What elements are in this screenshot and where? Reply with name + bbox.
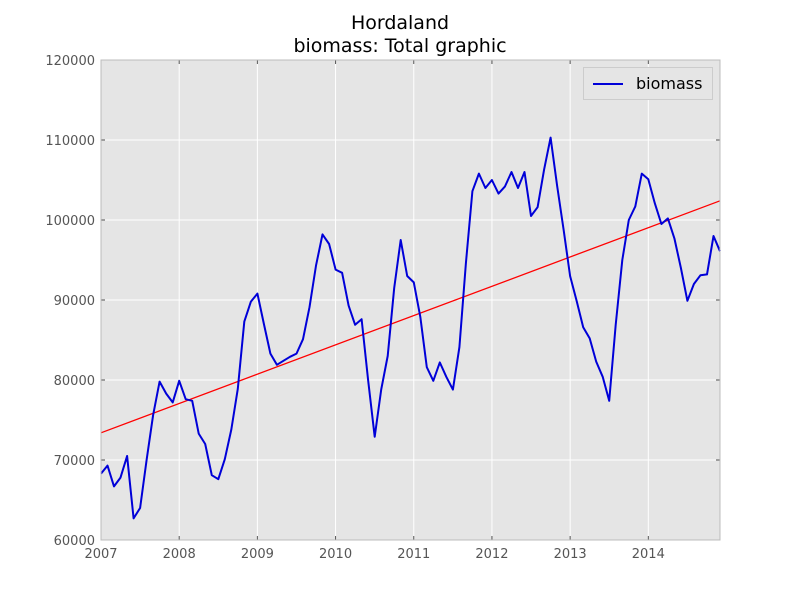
y-tick-label: 90000 [54,294,95,309]
y-tick-label: 120000 [45,54,95,69]
grid-lines [101,60,720,540]
series-layer [100,136,721,520]
y-tick-label: 60000 [54,534,95,549]
chart-title: Hordaland [350,12,450,34]
legend: biomass [583,67,713,100]
y-tick-label: 110000 [45,134,95,149]
x-tick-label: 2010 [319,547,352,562]
x-tick-label: 2008 [163,547,196,562]
y-tick-label: 70000 [54,454,95,469]
x-tick-label: 2013 [554,547,587,562]
legend-swatch-biomass [593,83,623,85]
legend-label-biomass: biomass [636,74,703,93]
trend-line [100,200,721,434]
plot-frame [100,59,721,541]
x-tick-label: 2012 [475,547,508,562]
x-tick-label: 2011 [397,547,430,562]
series-line-biomass [100,136,721,520]
x-tick-label: 2014 [632,547,665,562]
chart-subtitle: biomass: Total graphic [293,35,507,57]
y-tick-label: 80000 [54,374,95,389]
axis-ticks: 2007 2008 2009 2010 2011 2012 2013 2014 60000 700… [45,54,720,562]
x-tick-label: 2009 [241,547,274,562]
y-tick-label: 100000 [45,214,95,229]
x-tick-label: 2007 [84,547,117,562]
